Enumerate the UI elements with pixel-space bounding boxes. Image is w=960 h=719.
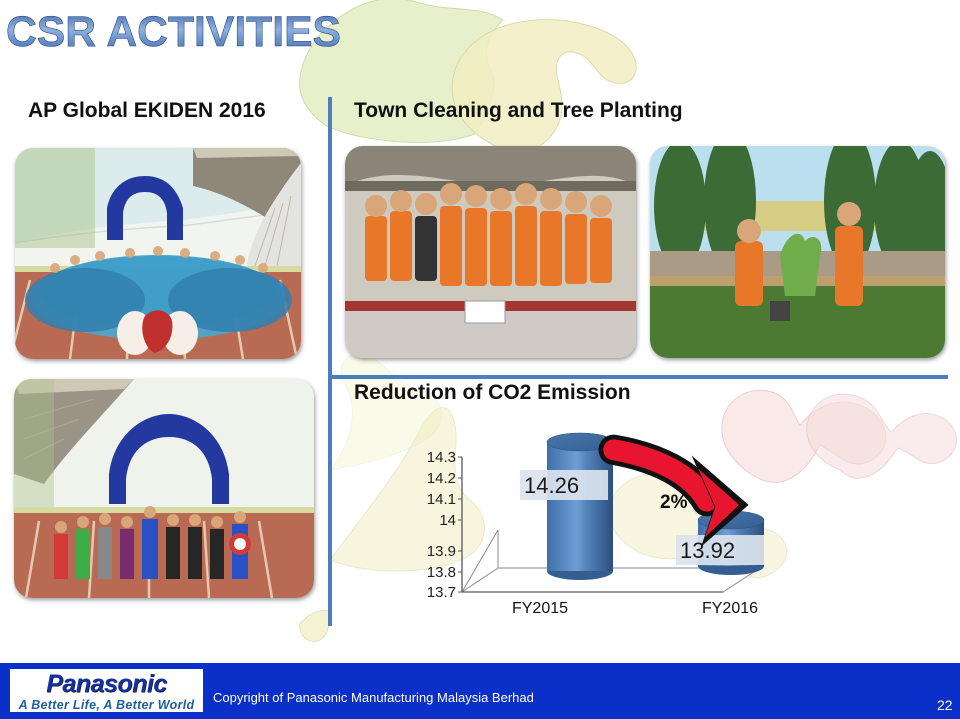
svg-text:2%: 2% — [660, 492, 688, 513]
svg-text:14: 14 — [439, 512, 456, 529]
svg-text:13.8: 13.8 — [427, 564, 456, 581]
svg-text:FY2016: FY2016 — [702, 600, 758, 617]
svg-text:14.3: 14.3 — [427, 449, 456, 466]
svg-text:14.26: 14.26 — [524, 473, 579, 498]
svg-text:13.9: 13.9 — [427, 543, 456, 560]
svg-text:13.92: 13.92 — [680, 538, 735, 563]
svg-text:14.1: 14.1 — [427, 491, 456, 508]
svg-text:FY2015: FY2015 — [512, 600, 568, 617]
svg-text:14.2: 14.2 — [427, 470, 456, 487]
svg-text:13.7: 13.7 — [427, 584, 456, 601]
